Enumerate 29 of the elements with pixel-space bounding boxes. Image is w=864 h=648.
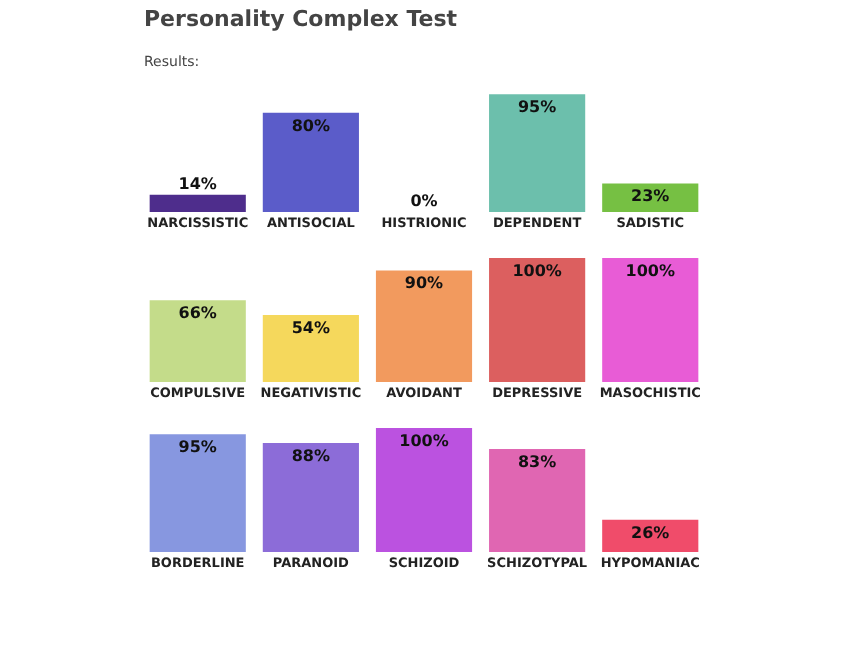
- data-label: 0%: [410, 192, 438, 210]
- bar: [375, 270, 473, 382]
- bar: [489, 94, 586, 212]
- data-label: 66%: [178, 304, 217, 323]
- data-label: 54%: [291, 319, 331, 338]
- data-label: 14%: [178, 174, 217, 193]
- chart-title: Personality Complex Test: [144, 6, 458, 32]
- bar: [489, 449, 586, 552]
- data-label: 100%: [399, 432, 449, 450]
- bar: [149, 434, 246, 552]
- data-label: 95%: [517, 98, 557, 117]
- data-label: 100%: [512, 262, 562, 280]
- bar: [602, 258, 699, 382]
- bar: [375, 428, 473, 552]
- bar: [262, 315, 359, 382]
- data-label: 26%: [631, 523, 670, 542]
- bar: [149, 194, 246, 212]
- data-label: 23%: [631, 187, 670, 206]
- data-label: 88%: [291, 446, 331, 465]
- bar: [262, 442, 359, 552]
- bar: [602, 183, 699, 212]
- data-label: 90%: [404, 274, 444, 293]
- data-label: 100%: [625, 262, 675, 280]
- bar: [149, 300, 246, 382]
- bar: [489, 258, 586, 382]
- data-label: 83%: [517, 453, 557, 472]
- data-label: 80%: [291, 116, 331, 135]
- data-label: 95%: [178, 438, 217, 457]
- bar: [262, 112, 359, 212]
